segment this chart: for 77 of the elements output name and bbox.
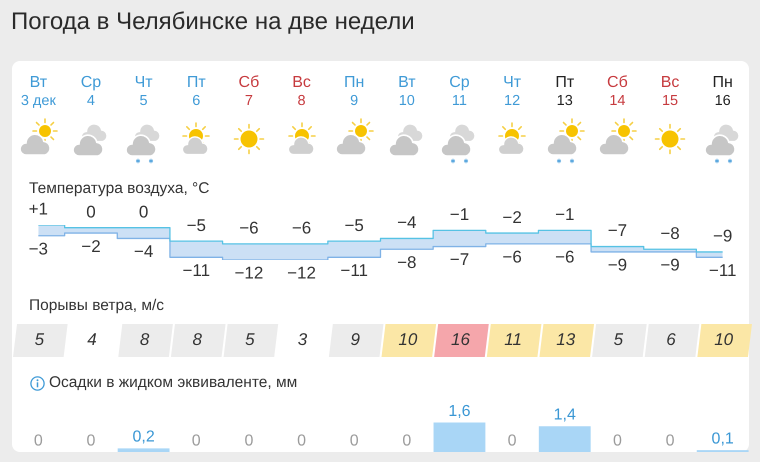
- data-label: −12: [287, 264, 316, 283]
- data-label: 0: [297, 432, 306, 450]
- data-label: 0,2: [132, 428, 155, 446]
- data-label: 0: [192, 432, 201, 450]
- data-label: 0: [508, 432, 517, 450]
- y-axis-title: Температура воздуха, °C: [29, 180, 210, 198]
- data-label: 8: [192, 330, 203, 350]
- data-label: −2: [502, 208, 522, 227]
- data-label: 0: [244, 432, 254, 450]
- data-label: 5: [34, 330, 45, 350]
- data-label: 1,4: [554, 406, 576, 424]
- data-label: −4: [397, 213, 417, 232]
- data-label: 0: [86, 432, 96, 450]
- x-tick-label: Вт 3 дек: [20, 74, 57, 110]
- data-label: 4: [87, 330, 97, 350]
- bar: [538, 426, 591, 452]
- data-label: −7: [608, 221, 628, 240]
- x-tick-label: Вт 10: [397, 74, 417, 110]
- x-tick-label: Чт 12: [502, 74, 522, 110]
- x-tick-label: Пн 16: [712, 74, 734, 110]
- data-label: −3: [28, 239, 48, 258]
- data-label: −6: [292, 218, 312, 238]
- data-label: −11: [182, 260, 210, 280]
- data-label: 0: [350, 432, 359, 450]
- data-label: −1: [450, 205, 470, 224]
- data-label: 13: [556, 330, 576, 350]
- chart-title: Порывы ветра, м/с: [29, 297, 164, 315]
- data-label: 5: [614, 330, 624, 350]
- data-label: 0: [138, 202, 148, 222]
- data-label: −1: [555, 205, 574, 224]
- data-label: 10: [398, 330, 418, 350]
- data-label: 0: [86, 202, 96, 222]
- x-tick-label: Пн 9: [343, 74, 366, 110]
- data-label: 0,1: [712, 430, 734, 448]
- data-label: −8: [397, 252, 417, 272]
- data-label: −11: [708, 260, 736, 280]
- data-label: 8: [140, 330, 150, 350]
- data-label: 0: [666, 432, 675, 450]
- x-tick-label: Чт 5: [134, 74, 154, 110]
- data-label: −5: [186, 216, 206, 235]
- data-label: 16: [451, 330, 470, 350]
- x-tick-label: Вс 15: [660, 74, 680, 110]
- data-label: −6: [555, 248, 574, 267]
- data-label: −9: [660, 256, 680, 275]
- data-label: 1,6: [448, 402, 471, 420]
- x-tick-label: Пт 13: [554, 74, 576, 110]
- data-label: −5: [344, 216, 364, 235]
- data-label: −9: [712, 226, 732, 246]
- data-label: −11: [340, 260, 368, 280]
- x-tick-label: Пт 6: [186, 74, 207, 110]
- x-tick-label: Ср 11: [448, 74, 471, 110]
- data-label: −6: [239, 218, 259, 238]
- data-label: 11: [504, 330, 522, 350]
- data-label: 5: [245, 330, 256, 350]
- bar: [118, 448, 170, 452]
- data-label: −7: [450, 250, 470, 270]
- data-label: 0: [34, 432, 43, 450]
- data-label: −9: [608, 256, 628, 275]
- data-label: +1: [28, 200, 48, 219]
- chart-title: Осадки в жидком эквиваленте, мм: [49, 374, 298, 392]
- data-label: −2: [81, 236, 101, 256]
- x-tick-label: Сб 14: [606, 74, 629, 110]
- chart-title: Погода в Челябинске на две недели: [11, 8, 415, 36]
- data-label: 3: [298, 330, 308, 350]
- data-label: 10: [714, 330, 734, 350]
- data-label: −12: [234, 264, 264, 283]
- data-label: −8: [660, 224, 680, 243]
- bar: [434, 422, 486, 452]
- data-label: 9: [350, 330, 360, 350]
- data-label: 0: [402, 432, 412, 450]
- x-tick-label: Вс 8: [291, 74, 312, 110]
- data-label: 6: [666, 330, 676, 350]
- data-label: −6: [502, 248, 522, 267]
- data-label: 0: [612, 432, 622, 450]
- data-label: −4: [134, 242, 154, 262]
- x-tick-label: Сб 7: [238, 74, 260, 110]
- x-tick-label: Ср 4: [80, 74, 102, 110]
